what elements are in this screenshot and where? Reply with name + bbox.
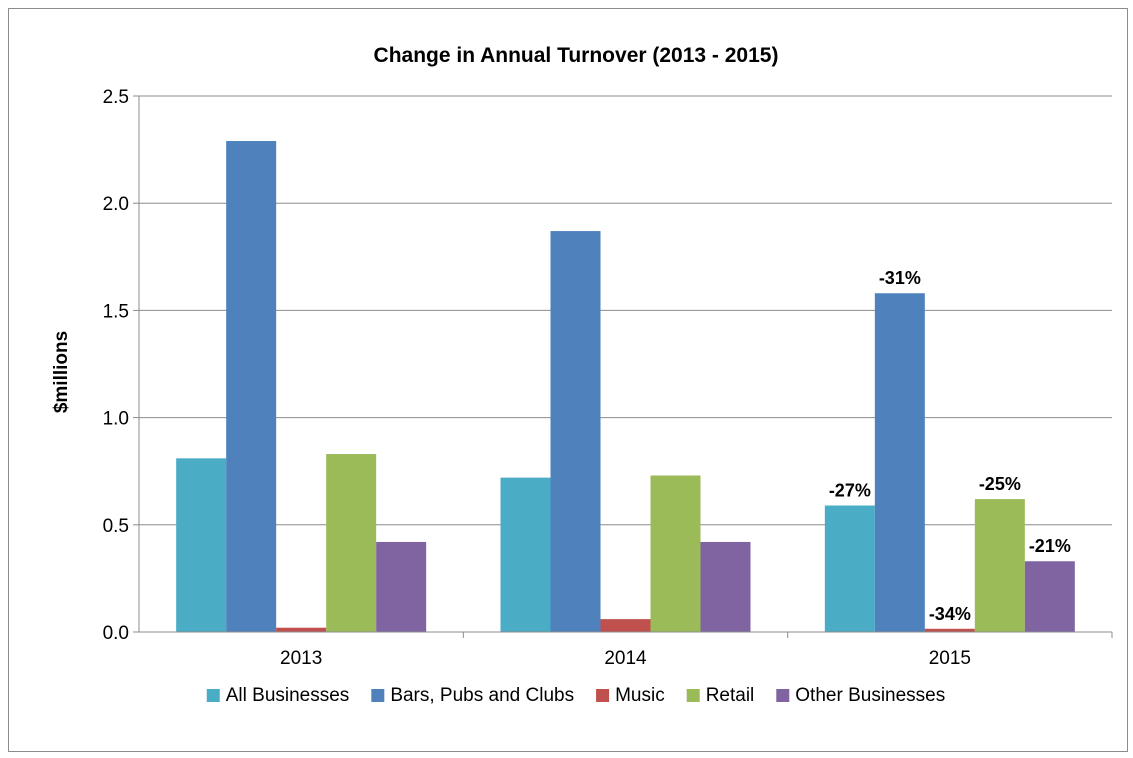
x-tick-label: 2015 [929,648,971,669]
bar [500,477,551,632]
x-tick-label: 2014 [604,648,647,669]
data-label: -21% [1029,536,1071,556]
legend-entry: Other Businesses [795,685,945,706]
legend-entry: All Businesses [226,685,350,706]
legend-entry: Bars, Pubs and Clubs [390,685,574,706]
legend-swatch [686,689,700,702]
legend-swatch [206,689,220,702]
gridlines [139,95,1112,526]
bar [550,231,601,632]
data-label: -27% [829,481,871,501]
legend: All Businesses Bars, Pubs and Clubs Music R… [206,685,945,706]
axes: 0.0 0.5 1.0 1.5 2.0 2.5 2013 2014 2015 [103,87,1113,669]
bar [376,541,427,632]
y-tick-label: 0.5 [103,516,129,537]
y-tick-label: 2.0 [103,194,129,215]
data-label: -34% [929,604,971,624]
bar [600,619,651,632]
y-tick-label: 0.0 [103,623,129,644]
bar [326,454,377,632]
legend-entry: Music [615,685,665,706]
data-label: -31% [879,268,921,288]
y-tick-label: 2.5 [103,87,129,108]
x-tick-label: 2013 [280,648,322,669]
legend-swatch [596,689,610,702]
data-label: -25% [979,474,1021,494]
bar [1024,561,1075,632]
legend-swatch [371,689,385,702]
legend-entry: Retail [706,685,755,706]
bar [824,505,875,632]
bar [874,293,925,632]
chart-title: Change in Annual Turnover (2013 - 2015) [374,44,779,67]
bar-chart: Change in Annual Turnover (2013 - 2015) … [51,44,1113,706]
chart-frame: Change in Annual Turnover (2013 - 2015) … [8,8,1128,752]
bar [974,499,1025,632]
bar [924,628,975,632]
bar [650,475,701,632]
bars [176,141,1075,633]
y-tick-label: 1.5 [103,301,129,322]
bar [276,627,327,632]
y-tick-label: 1.0 [103,409,129,430]
data-labels: -27% -31% -34% -25% -21% [829,268,1071,624]
y-axis-label: $millions [51,331,72,413]
bar [226,141,277,633]
bar [700,541,751,632]
bar [176,458,227,632]
legend-swatch [776,689,790,702]
